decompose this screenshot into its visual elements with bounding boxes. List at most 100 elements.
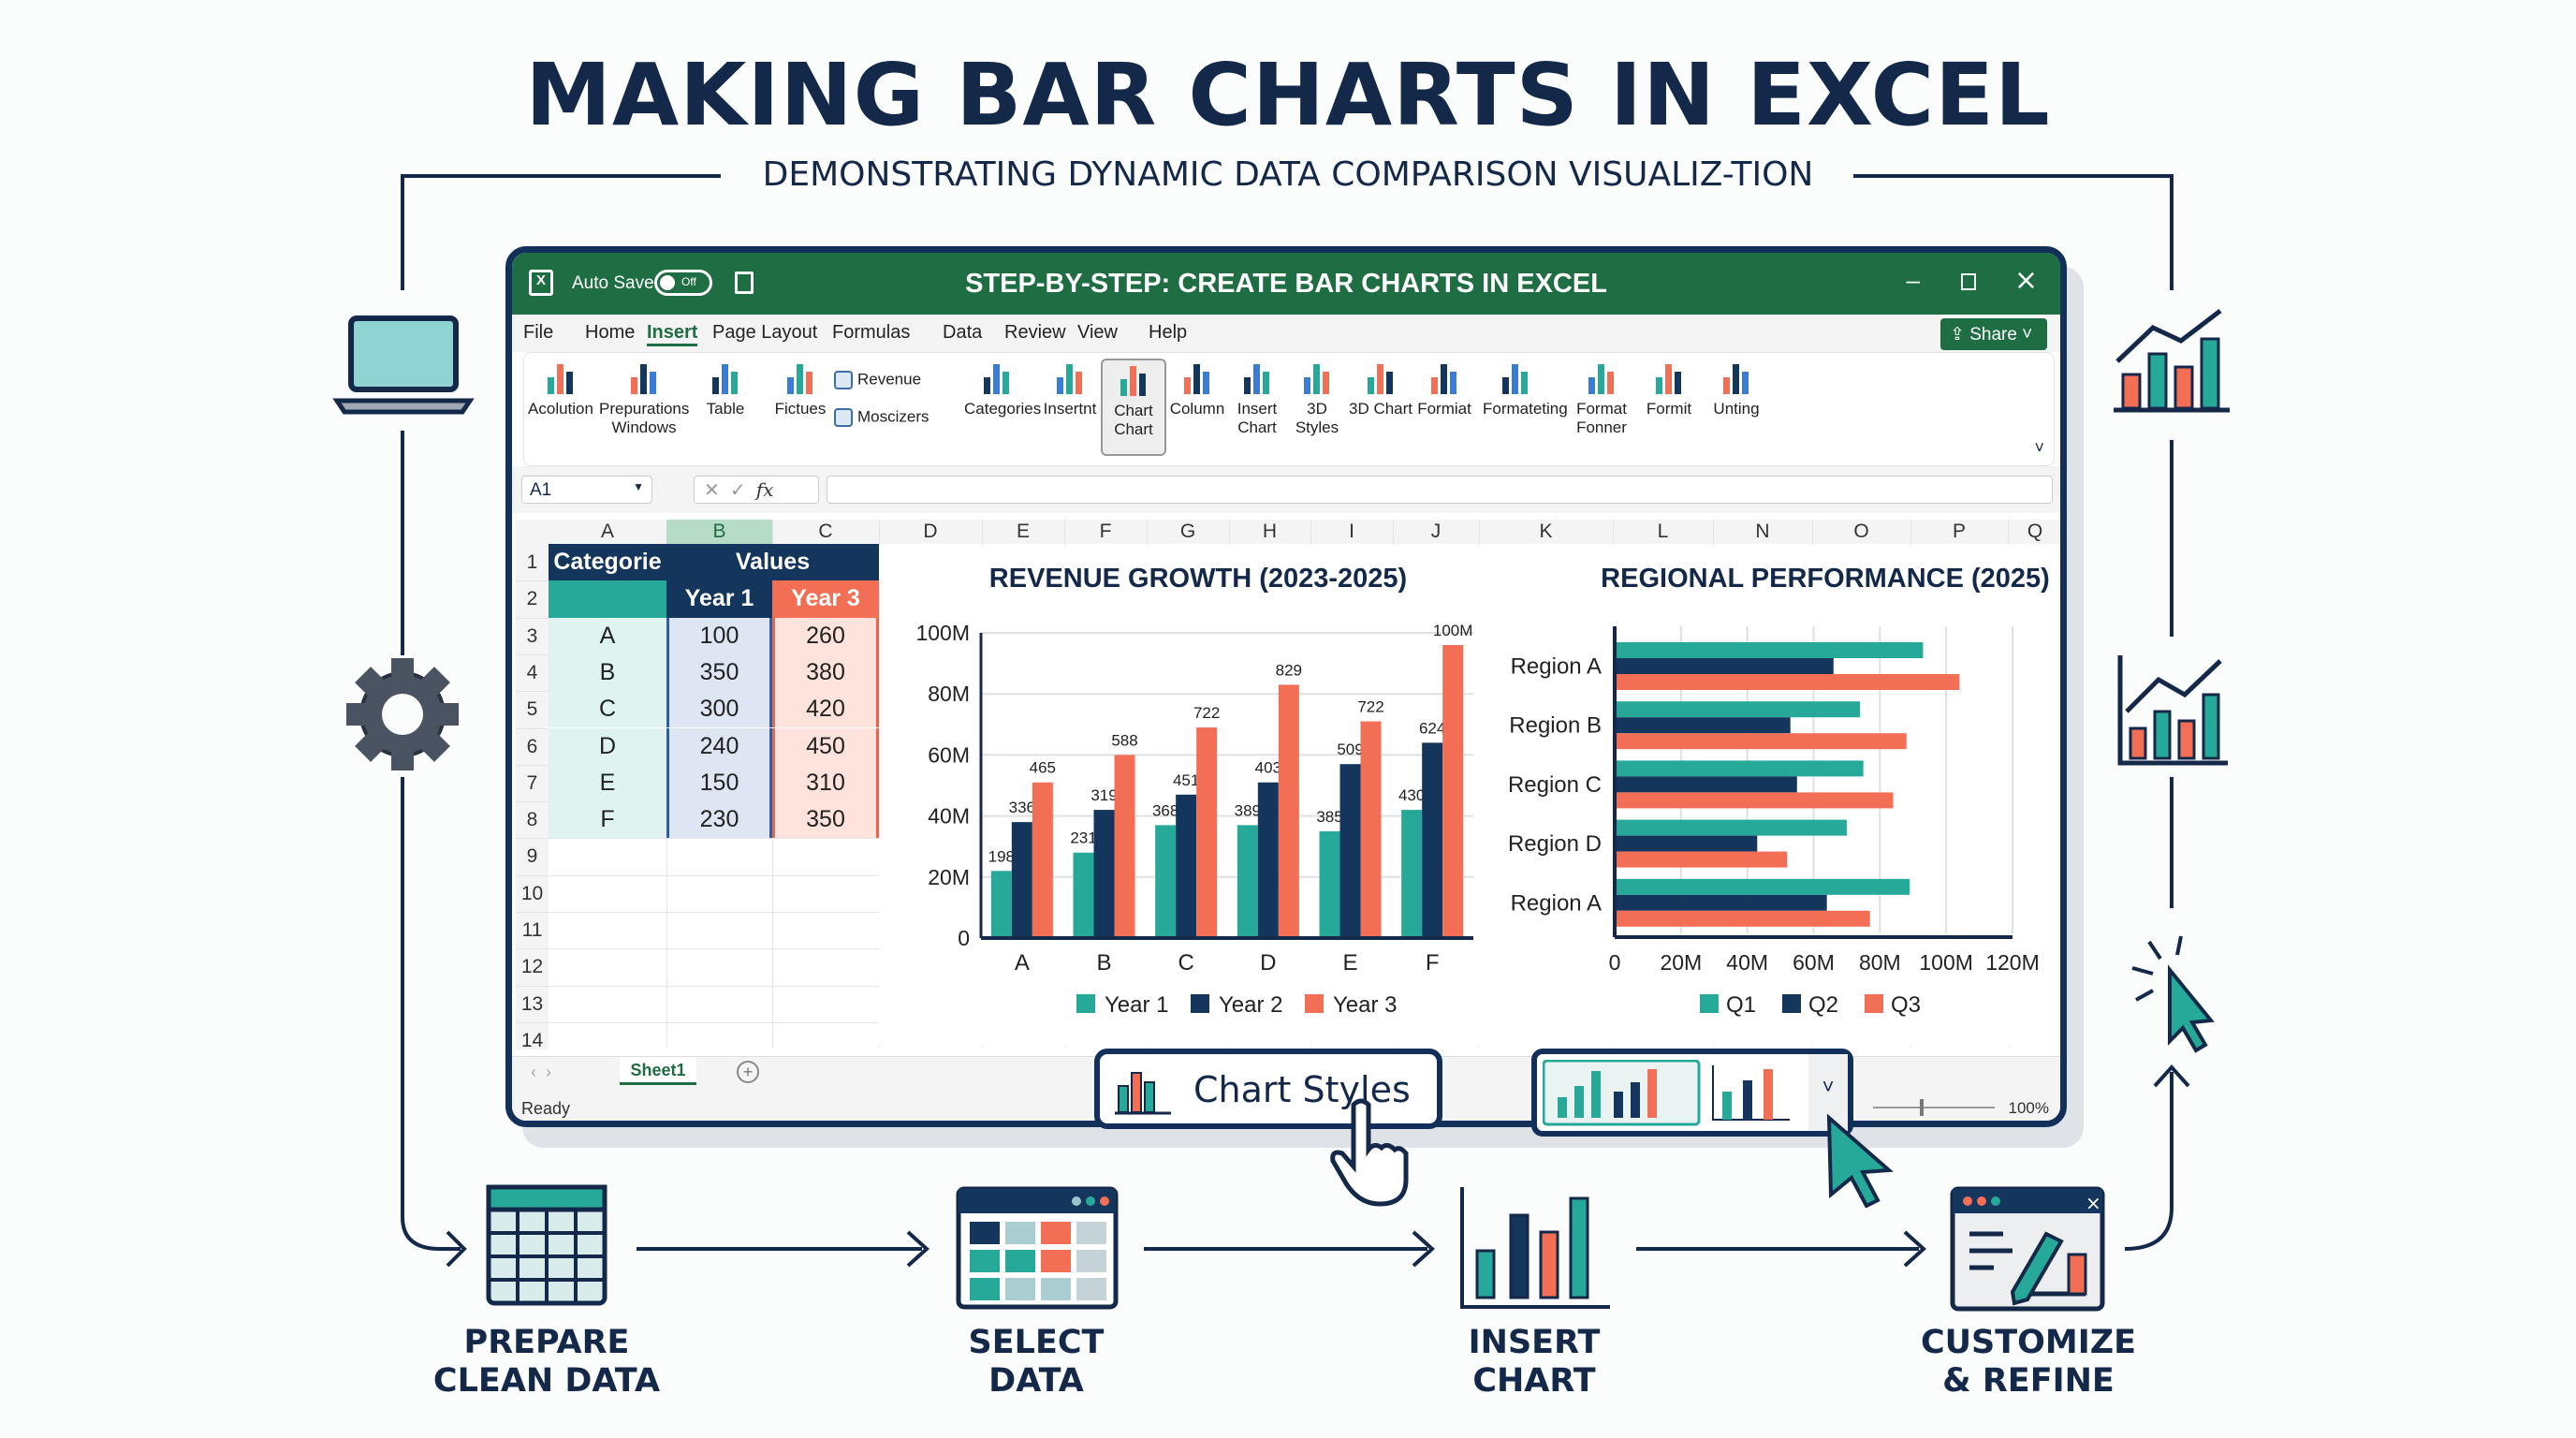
cell-year1[interactable]: 240: [666, 727, 772, 765]
column-header-G[interactable]: G: [1179, 521, 1196, 542]
ribbon-window-button[interactable]: Prepurations Windows: [599, 359, 689, 437]
cell-year3[interactable]: 450: [772, 727, 879, 765]
chart-styles-button[interactable]: Chart Styles: [1094, 1049, 1442, 1129]
row-header-5[interactable]: 5: [526, 698, 538, 721]
function-icon[interactable]: fx: [755, 478, 774, 501]
menu-file[interactable]: File: [523, 322, 554, 343]
ribbon-3d-chart-button[interactable]: 3D Chart: [1348, 359, 1413, 418]
column-header-C[interactable]: C: [818, 521, 833, 542]
cell-category[interactable]: A: [549, 617, 666, 654]
row-header-10[interactable]: 10: [520, 882, 544, 904]
bar-year3-A[interactable]: [1032, 782, 1053, 938]
bar-q3-region-a[interactable]: [1615, 910, 1870, 927]
column-header-B[interactable]: B: [666, 520, 772, 544]
enter-icon[interactable]: ✓: [729, 480, 746, 501]
ribbon-picture-button[interactable]: Fictues: [768, 359, 833, 418]
row-header-9[interactable]: 9: [526, 845, 538, 868]
bar-year2-D[interactable]: [1257, 782, 1279, 938]
ribbon-collapse-icon[interactable]: ˅: [2034, 438, 2044, 457]
sheet-scroll-arrows[interactable]: ‹ ›: [531, 1063, 551, 1081]
bar-q1-region-a[interactable]: [1615, 878, 1910, 895]
column-header-Q[interactable]: Q: [2027, 521, 2043, 542]
menu-data[interactable]: Data: [943, 322, 983, 343]
bar-q1-region-c[interactable]: [1615, 760, 1864, 777]
row-header-13[interactable]: 13: [520, 992, 544, 1015]
ribbon-formula-button[interactable]: Formit: [1636, 359, 1702, 418]
bar-q1-region-a[interactable]: [1615, 642, 1924, 658]
row-header-4[interactable]: 4: [526, 661, 538, 683]
ribbon-insert-chart-button[interactable]: Insert Chart: [1224, 359, 1290, 437]
autosave-toggle[interactable]: Off: [654, 270, 712, 296]
cell-category[interactable]: C: [549, 691, 666, 728]
bar-year1-B[interactable]: [1073, 852, 1094, 938]
column-header-I[interactable]: I: [1349, 521, 1354, 542]
ribbon-bar-chart-button[interactable]: Chart Chart: [1101, 359, 1166, 456]
bar-year3-E[interactable]: [1360, 721, 1382, 938]
cell-category[interactable]: E: [549, 764, 666, 802]
ribbon-format-button[interactable]: Formiat: [1412, 359, 1477, 418]
minimize-button[interactable]: –: [1906, 266, 1920, 294]
menu-insert[interactable]: Insert: [647, 322, 698, 346]
save-icon[interactable]: [735, 271, 754, 294]
header-values[interactable]: Values: [735, 549, 811, 575]
ribbon-insert-list-button[interactable]: Insertnt: [1037, 359, 1103, 418]
share-button[interactable]: ⇪ Share ˅: [1940, 318, 2047, 350]
header-category[interactable]: Categorie: [553, 549, 662, 575]
bar-year1-E[interactable]: [1319, 830, 1340, 938]
row-header-11[interactable]: 11: [521, 919, 543, 941]
menu-help[interactable]: Help: [1149, 322, 1188, 343]
bar-q1-region-b[interactable]: [1615, 701, 1861, 718]
column-header-A[interactable]: A: [600, 521, 614, 542]
bar-year2-C[interactable]: [1176, 794, 1197, 938]
bar-year2-A[interactable]: [1011, 822, 1032, 938]
cell-year1[interactable]: 100: [666, 617, 772, 654]
bar-year3-F[interactable]: [1442, 645, 1464, 938]
column-header-J[interactable]: J: [1430, 521, 1442, 542]
bar-year1-F[interactable]: [1401, 810, 1423, 938]
bar-q2-region-a[interactable]: [1615, 894, 1827, 911]
bar-year2-E[interactable]: [1339, 764, 1361, 938]
ribbon-table-button[interactable]: Table: [693, 359, 758, 418]
row-header-8[interactable]: 8: [526, 809, 538, 831]
cancel-icon[interactable]: ✕: [704, 480, 720, 501]
cell-year3[interactable]: 310: [772, 764, 879, 802]
ribbon-category-chart-button[interactable]: Categories: [964, 359, 1041, 418]
bar-year1-C[interactable]: [1155, 825, 1177, 938]
row-header-14[interactable]: 14: [520, 1029, 544, 1051]
menu-view[interactable]: View: [1077, 322, 1118, 343]
ribbon-form-button[interactable]: Acolution: [528, 359, 593, 418]
menu-home[interactable]: Home: [585, 322, 636, 343]
bar-q1-region-d[interactable]: [1615, 819, 1847, 836]
row-header-7[interactable]: 7: [526, 771, 538, 794]
bar-year3-D[interactable]: [1278, 684, 1299, 938]
ribbon-function-button[interactable]: Format Fonner: [1569, 359, 1634, 437]
ribbon-units-button[interactable]: Unting: [1704, 359, 1769, 418]
bar-q3-region-d[interactable]: [1615, 851, 1788, 868]
column-header-K[interactable]: K: [1539, 521, 1553, 542]
column-header-N[interactable]: N: [1755, 521, 1770, 542]
bar-year2-B[interactable]: [1093, 810, 1115, 938]
bar-year3-B[interactable]: [1114, 755, 1135, 938]
cell-year3[interactable]: 380: [772, 653, 879, 692]
bar-year1-D[interactable]: [1237, 825, 1258, 938]
formula-input[interactable]: [827, 476, 2053, 504]
column-header-O[interactable]: O: [1853, 521, 1869, 542]
cell-year1[interactable]: 230: [666, 801, 772, 839]
ribbon-shapes-button[interactable]: Revenue: [833, 370, 955, 390]
ribbon-3d-styles-button[interactable]: 3D Styles: [1284, 359, 1350, 437]
chart-style-option-1[interactable]: [1543, 1060, 1702, 1127]
row-header-6[interactable]: 6: [526, 735, 538, 757]
row-header-2[interactable]: 2: [526, 588, 538, 610]
maximize-button[interactable]: [1961, 273, 1976, 290]
header-year3[interactable]: Year 3: [772, 580, 879, 618]
bar-year1-A[interactable]: [990, 871, 1012, 938]
bar-q2-region-b[interactable]: [1615, 717, 1791, 734]
column-header-D[interactable]: D: [923, 521, 938, 542]
menu-page-layout[interactable]: Page Layout: [712, 322, 818, 343]
header-blank[interactable]: [549, 580, 666, 618]
bar-year3-C[interactable]: [1196, 727, 1218, 938]
bar-q3-region-a[interactable]: [1615, 674, 1960, 690]
name-box[interactable]: A1 ▼: [521, 476, 652, 504]
menu-review[interactable]: Review: [1004, 322, 1066, 343]
cell-year3[interactable]: 350: [772, 801, 879, 839]
